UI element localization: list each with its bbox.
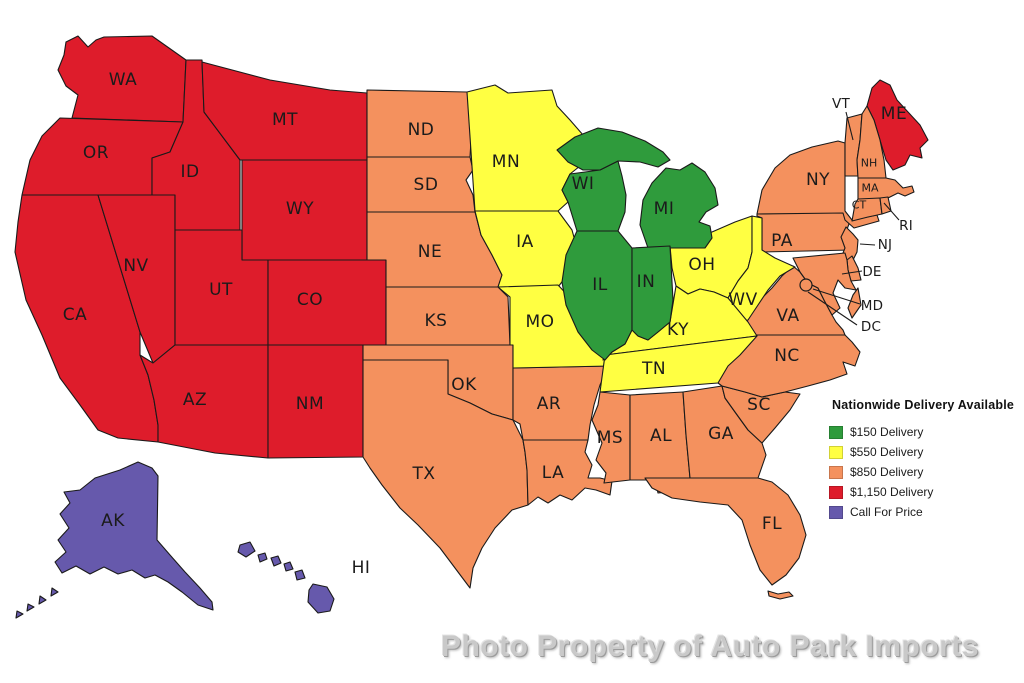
legend-swatch-1150-icon <box>829 485 843 499</box>
legend-title: Nationwide Delivery Available <box>832 398 1015 412</box>
legend-item: $550 Delivery <box>829 442 1024 462</box>
legend-item-label: $1,150 Delivery <box>850 485 934 499</box>
leader-line-md <box>812 288 861 305</box>
state-in <box>631 245 674 341</box>
state-label-or: OR <box>83 143 109 163</box>
state-ak <box>15 461 214 619</box>
state-dc-marker <box>799 278 813 292</box>
state-label-ca: CA <box>63 305 88 325</box>
delivery-legend: Nationwide Delivery Available $150 Deliv… <box>829 398 1024 522</box>
state-label-ar: AR <box>537 394 561 414</box>
leader-line-de <box>841 270 863 275</box>
state-la <box>522 439 613 506</box>
state-label-ia: IA <box>516 232 534 252</box>
state-label-pa: PA <box>771 231 793 251</box>
watermark-text: Photo Property of Auto Park Imports <box>440 630 980 663</box>
state-mi <box>556 127 719 249</box>
state-me <box>866 79 929 171</box>
state-ny <box>756 140 880 229</box>
state-tn <box>599 335 758 393</box>
state-label-nh: NH <box>861 157 878 170</box>
state-fl <box>644 477 807 600</box>
state-label-mi: MI <box>654 199 675 219</box>
legend-item: $850 Delivery <box>829 462 1024 482</box>
legend-swatch-550-icon <box>829 445 843 459</box>
state-label-ms: MS <box>597 428 623 448</box>
state-label-ut: UT <box>209 280 233 300</box>
state-label-wi: WI <box>572 174 595 194</box>
state-label-ri: RI <box>899 218 913 234</box>
legend-swatch-150-icon <box>829 425 843 439</box>
state-label-wa: WA <box>109 70 138 90</box>
state-label-az: AZ <box>183 390 207 410</box>
state-md <box>792 252 857 316</box>
leader-line-dc <box>807 291 858 326</box>
state-label-mn: MN <box>492 152 520 172</box>
state-label-al: AL <box>650 426 672 446</box>
state-label-va: VA <box>776 306 799 326</box>
state-ks <box>385 286 511 346</box>
state-label-ny: NY <box>806 170 830 190</box>
state-ca <box>14 194 159 443</box>
state-co <box>267 259 387 346</box>
state-label-ky: KY <box>667 320 689 340</box>
state-label-hi: HI <box>352 558 371 578</box>
state-label-wv: WV <box>728 290 757 310</box>
state-label-de: DE <box>862 264 881 280</box>
state-label-ct: CT <box>852 199 867 212</box>
state-nc <box>717 334 861 398</box>
state-label-ne: NE <box>418 242 442 262</box>
state-label-nv: NV <box>123 256 148 276</box>
state-label-id: ID <box>180 162 199 182</box>
state-label-nj: NJ <box>878 237 892 253</box>
leader-line-vt <box>845 111 854 141</box>
state-label-co: CO <box>297 290 323 310</box>
legend-item-label: $850 Delivery <box>850 465 924 479</box>
legend-swatch-call-icon <box>829 505 843 519</box>
legend-swatch-850-icon <box>829 465 843 479</box>
state-label-mt: MT <box>272 110 298 130</box>
state-wv <box>727 215 796 326</box>
state-label-nc: NC <box>774 346 800 366</box>
state-label-il: IL <box>592 275 608 295</box>
state-label-wy: WY <box>286 199 314 219</box>
state-label-ga: GA <box>708 424 734 444</box>
legend-item-label: $150 Delivery <box>850 425 924 439</box>
legend-item: $1,150 Delivery <box>829 482 1024 502</box>
state-label-me: ME <box>881 104 907 124</box>
state-label-ks: KS <box>425 311 448 331</box>
state-label-in: IN <box>637 272 656 292</box>
leader-line-nj <box>859 243 876 246</box>
state-label-tx: TX <box>411 464 435 484</box>
state-label-mo: MO <box>525 312 554 332</box>
state-label-ma: MA <box>861 182 878 195</box>
state-label-fl: FL <box>762 514 782 534</box>
state-nh <box>856 105 887 179</box>
state-label-sc: SC <box>747 395 771 415</box>
state-label-oh: OH <box>688 255 715 275</box>
legend-item: Call For Price <box>829 502 1024 522</box>
state-label-sd: SD <box>414 175 439 195</box>
state-label-ok: OK <box>451 375 477 395</box>
state-label-ak: AK <box>101 511 125 531</box>
state-label-nd: ND <box>408 120 435 140</box>
state-hi <box>237 541 335 614</box>
state-tx <box>362 359 529 589</box>
state-label-md: MD <box>861 298 883 314</box>
leader-line-ri <box>883 202 900 221</box>
legend-item: $150 Delivery <box>829 422 1024 442</box>
state-label-tn: TN <box>641 359 666 379</box>
state-label-vt: VT <box>832 96 850 112</box>
state-label-la: LA <box>542 463 565 483</box>
state-label-nm: NM <box>296 394 324 414</box>
state-label-dc: DC <box>861 319 881 335</box>
legend-item-label: Call For Price <box>850 505 923 519</box>
legend-item-label: $550 Delivery <box>850 445 924 459</box>
